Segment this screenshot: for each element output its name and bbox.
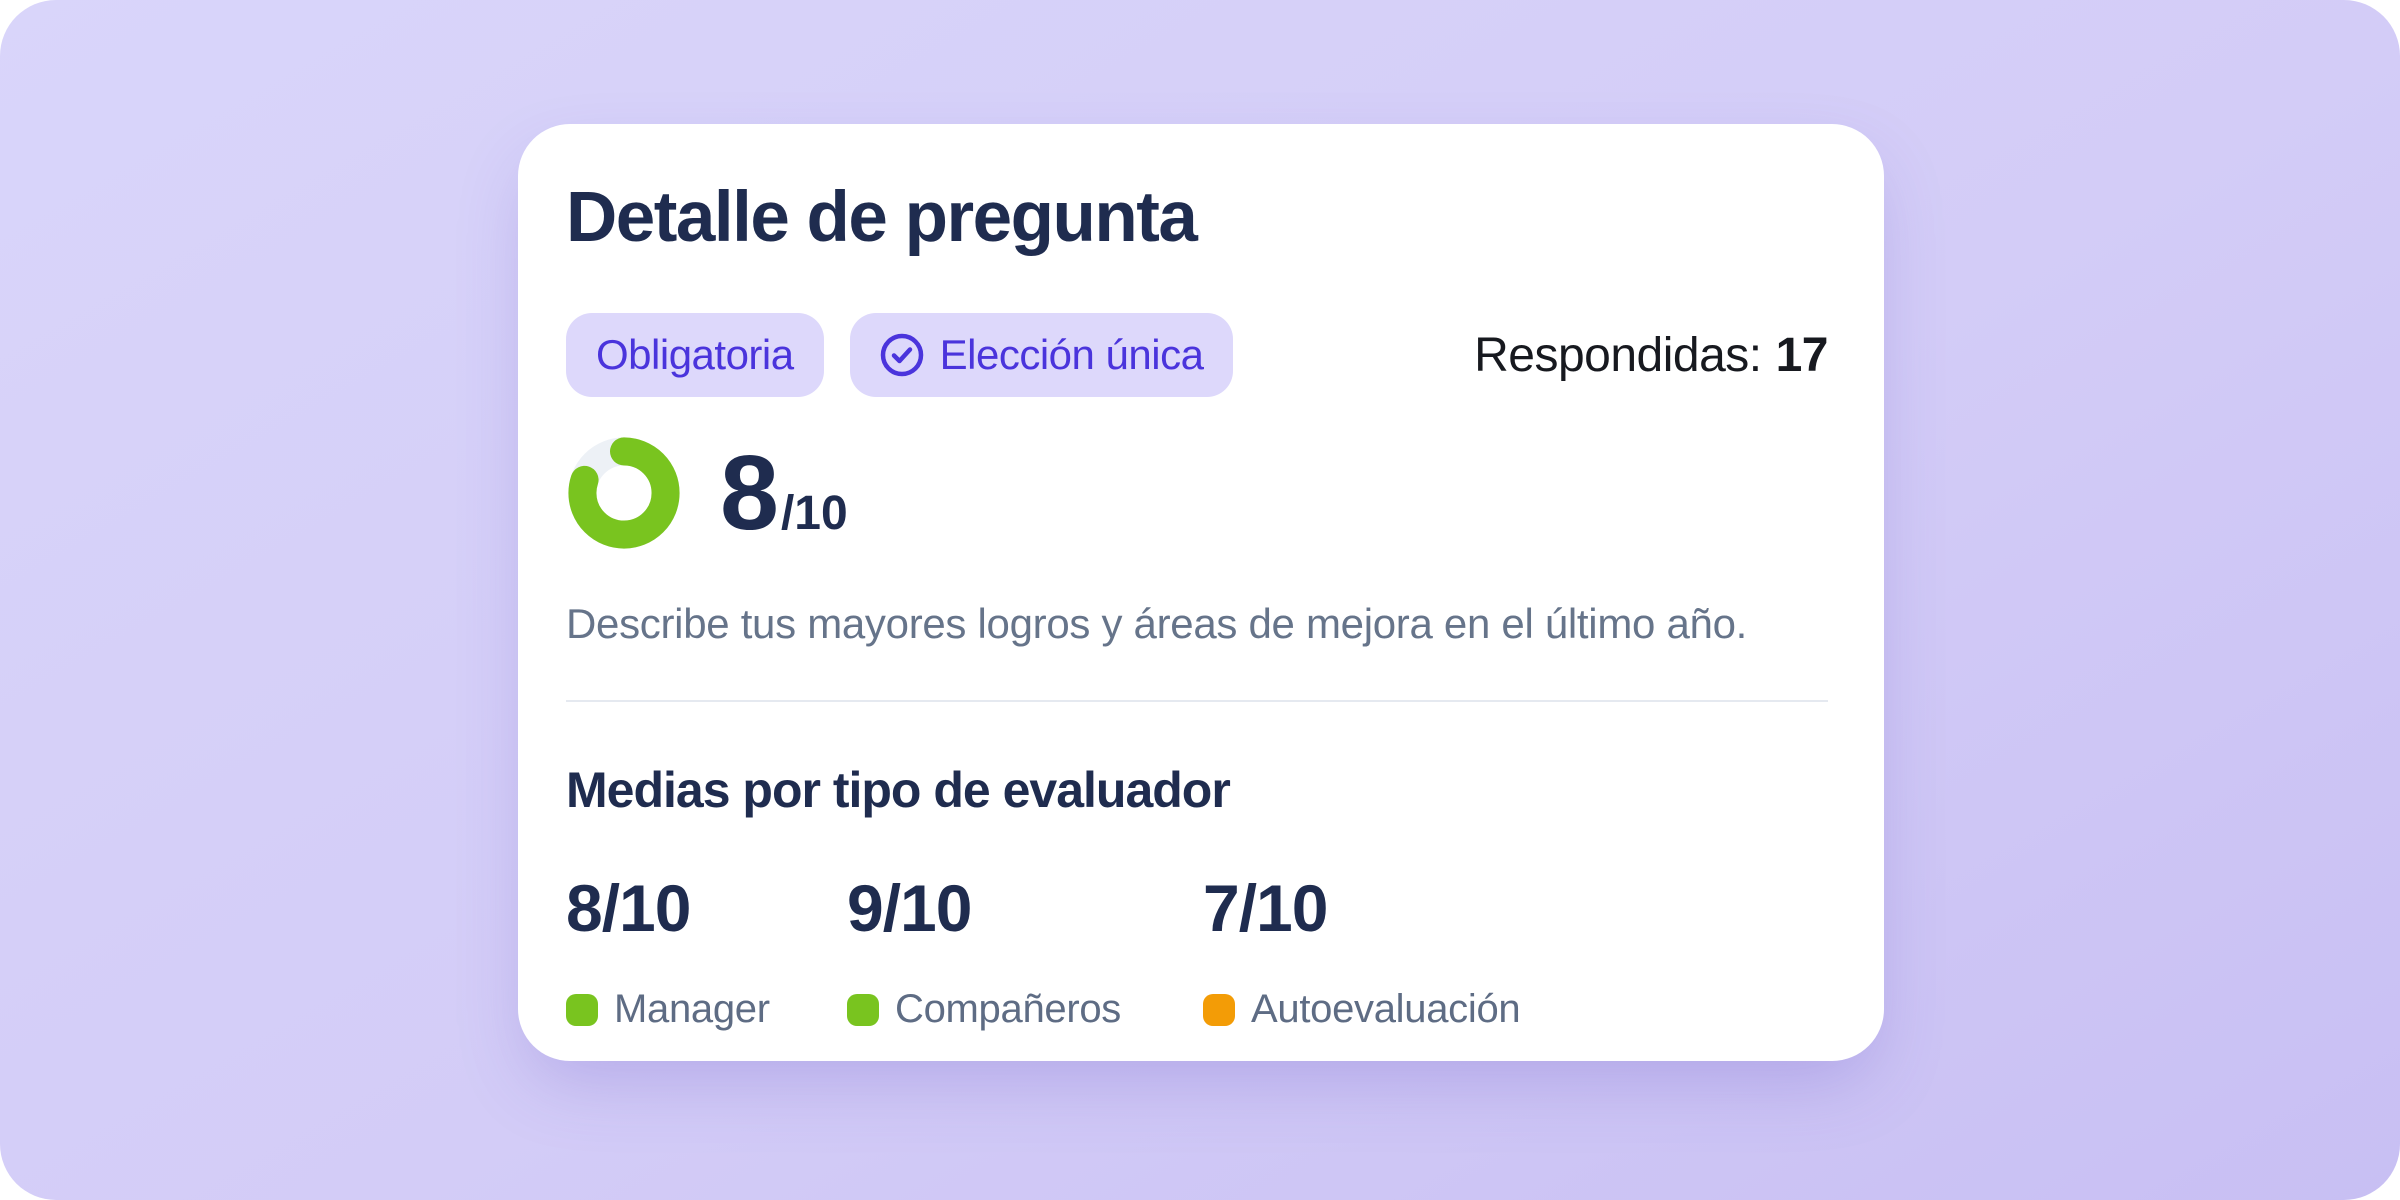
- badge-label: Elección única: [939, 331, 1204, 378]
- legend-label: Compañeros: [895, 987, 1122, 1031]
- question-text: Describe tus mayores logros y áreas de m…: [566, 600, 1747, 647]
- score-row: 8 /10: [566, 435, 848, 551]
- legend-swatch-green: [566, 993, 598, 1026]
- check-circle-icon: [880, 333, 924, 377]
- responses-value: 17: [1775, 328, 1829, 382]
- stat-manager: 8/10 Manager: [566, 875, 770, 1032]
- page-title: Detalle de pregunta: [566, 178, 1198, 257]
- stat-value: 9/10: [847, 871, 972, 945]
- stat-value: 8/10: [566, 871, 691, 945]
- stat-autoevaluacion: 7/10 Autoevaluación: [1203, 871, 1521, 1032]
- legend-swatch-green: [847, 993, 879, 1026]
- score-text: 8 /10: [720, 440, 848, 546]
- badge-row: Obligatoria Elección única: [566, 313, 1234, 397]
- divider: [566, 700, 1828, 702]
- legend-item: Autoevaluación: [1203, 987, 1521, 1032]
- legend-item: Manager: [566, 987, 770, 1032]
- legend-label: Autoevaluación: [1251, 987, 1521, 1031]
- legend-swatch-orange: [1203, 993, 1235, 1026]
- legend-label: Manager: [614, 987, 770, 1031]
- question-detail-card: Detalle de pregunta Obligatoria Elección…: [518, 124, 1884, 1061]
- legend-item: Compañeros: [847, 987, 1121, 1032]
- section-title: Medias por tipo de evaluador: [566, 762, 1231, 818]
- score-denominator: /10: [780, 487, 848, 540]
- stat-companeros: 9/10 Compañeros: [847, 875, 1121, 1032]
- badge-label: Obligatoria: [596, 331, 794, 378]
- score-donut-chart: [568, 437, 680, 549]
- badge-eleccion-unica: Elección única: [849, 313, 1234, 397]
- score-donut-progress: [568, 437, 680, 549]
- badge-obligatoria: Obligatoria: [566, 313, 824, 397]
- stat-value: 7/10: [1203, 871, 1328, 945]
- responses-label: Respondidas:: [1474, 328, 1762, 382]
- responses-counter: Respondidas: 17: [1474, 313, 1828, 397]
- score-value: 8: [720, 434, 779, 552]
